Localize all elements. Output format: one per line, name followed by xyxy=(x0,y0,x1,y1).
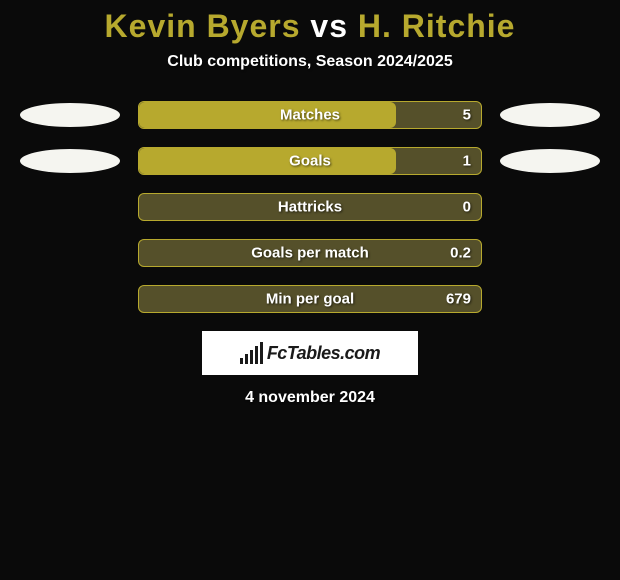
left-badge-slot xyxy=(20,195,120,219)
stat-row: Matches 5 xyxy=(0,101,620,129)
stat-bar: Min per goal 679 xyxy=(138,285,482,313)
bar-chart-icon xyxy=(240,342,263,364)
source-logo: FcTables.com xyxy=(202,331,418,375)
subtitle: Club competitions, Season 2024/2025 xyxy=(0,53,620,71)
logo-text: FcTables.com xyxy=(267,343,380,364)
stat-row: Hattricks 0 xyxy=(0,193,620,221)
stat-label: Goals per match xyxy=(251,245,369,262)
player2-badge xyxy=(500,103,600,127)
stat-bar: Hattricks 0 xyxy=(138,193,482,221)
stat-row: Goals 1 xyxy=(0,147,620,175)
comparison-infographic: Kevin Byers vs H. Ritchie Club competiti… xyxy=(0,0,620,407)
left-badge-slot xyxy=(20,287,120,311)
stat-label: Goals xyxy=(289,153,331,170)
player1-name: Kevin Byers xyxy=(105,8,301,44)
left-badge-slot xyxy=(20,103,120,127)
player1-badge xyxy=(20,103,120,127)
stat-label: Min per goal xyxy=(266,291,354,308)
right-badge-slot xyxy=(500,103,600,127)
snapshot-date: 4 november 2024 xyxy=(0,389,620,407)
right-badge-slot xyxy=(500,241,600,265)
stat-row: Min per goal 679 xyxy=(0,285,620,313)
right-badge-slot xyxy=(500,149,600,173)
vs-text: vs xyxy=(310,8,348,44)
stat-bar-fill xyxy=(139,148,396,174)
stat-label: Matches xyxy=(280,107,340,124)
left-badge-slot xyxy=(20,149,120,173)
stat-value: 0 xyxy=(463,199,471,216)
stats-list: Matches 5 Goals 1 Hattricks 0 Goals per match 0… xyxy=(0,101,620,313)
player2-badge xyxy=(500,149,600,173)
player2-name: H. Ritchie xyxy=(358,8,516,44)
right-badge-slot xyxy=(500,195,600,219)
stat-value: 1 xyxy=(463,153,471,170)
stat-bar: Matches 5 xyxy=(138,101,482,129)
stat-value: 0.2 xyxy=(450,245,471,262)
right-badge-slot xyxy=(500,287,600,311)
player1-badge xyxy=(20,149,120,173)
stat-value: 5 xyxy=(463,107,471,124)
stat-bar: Goals per match 0.2 xyxy=(138,239,482,267)
stat-row: Goals per match 0.2 xyxy=(0,239,620,267)
stat-bar-fill xyxy=(139,102,396,128)
left-badge-slot xyxy=(20,241,120,265)
stat-bar: Goals 1 xyxy=(138,147,482,175)
stat-label: Hattricks xyxy=(278,199,342,216)
stat-value: 679 xyxy=(446,291,471,308)
page-title: Kevin Byers vs H. Ritchie xyxy=(0,8,620,45)
